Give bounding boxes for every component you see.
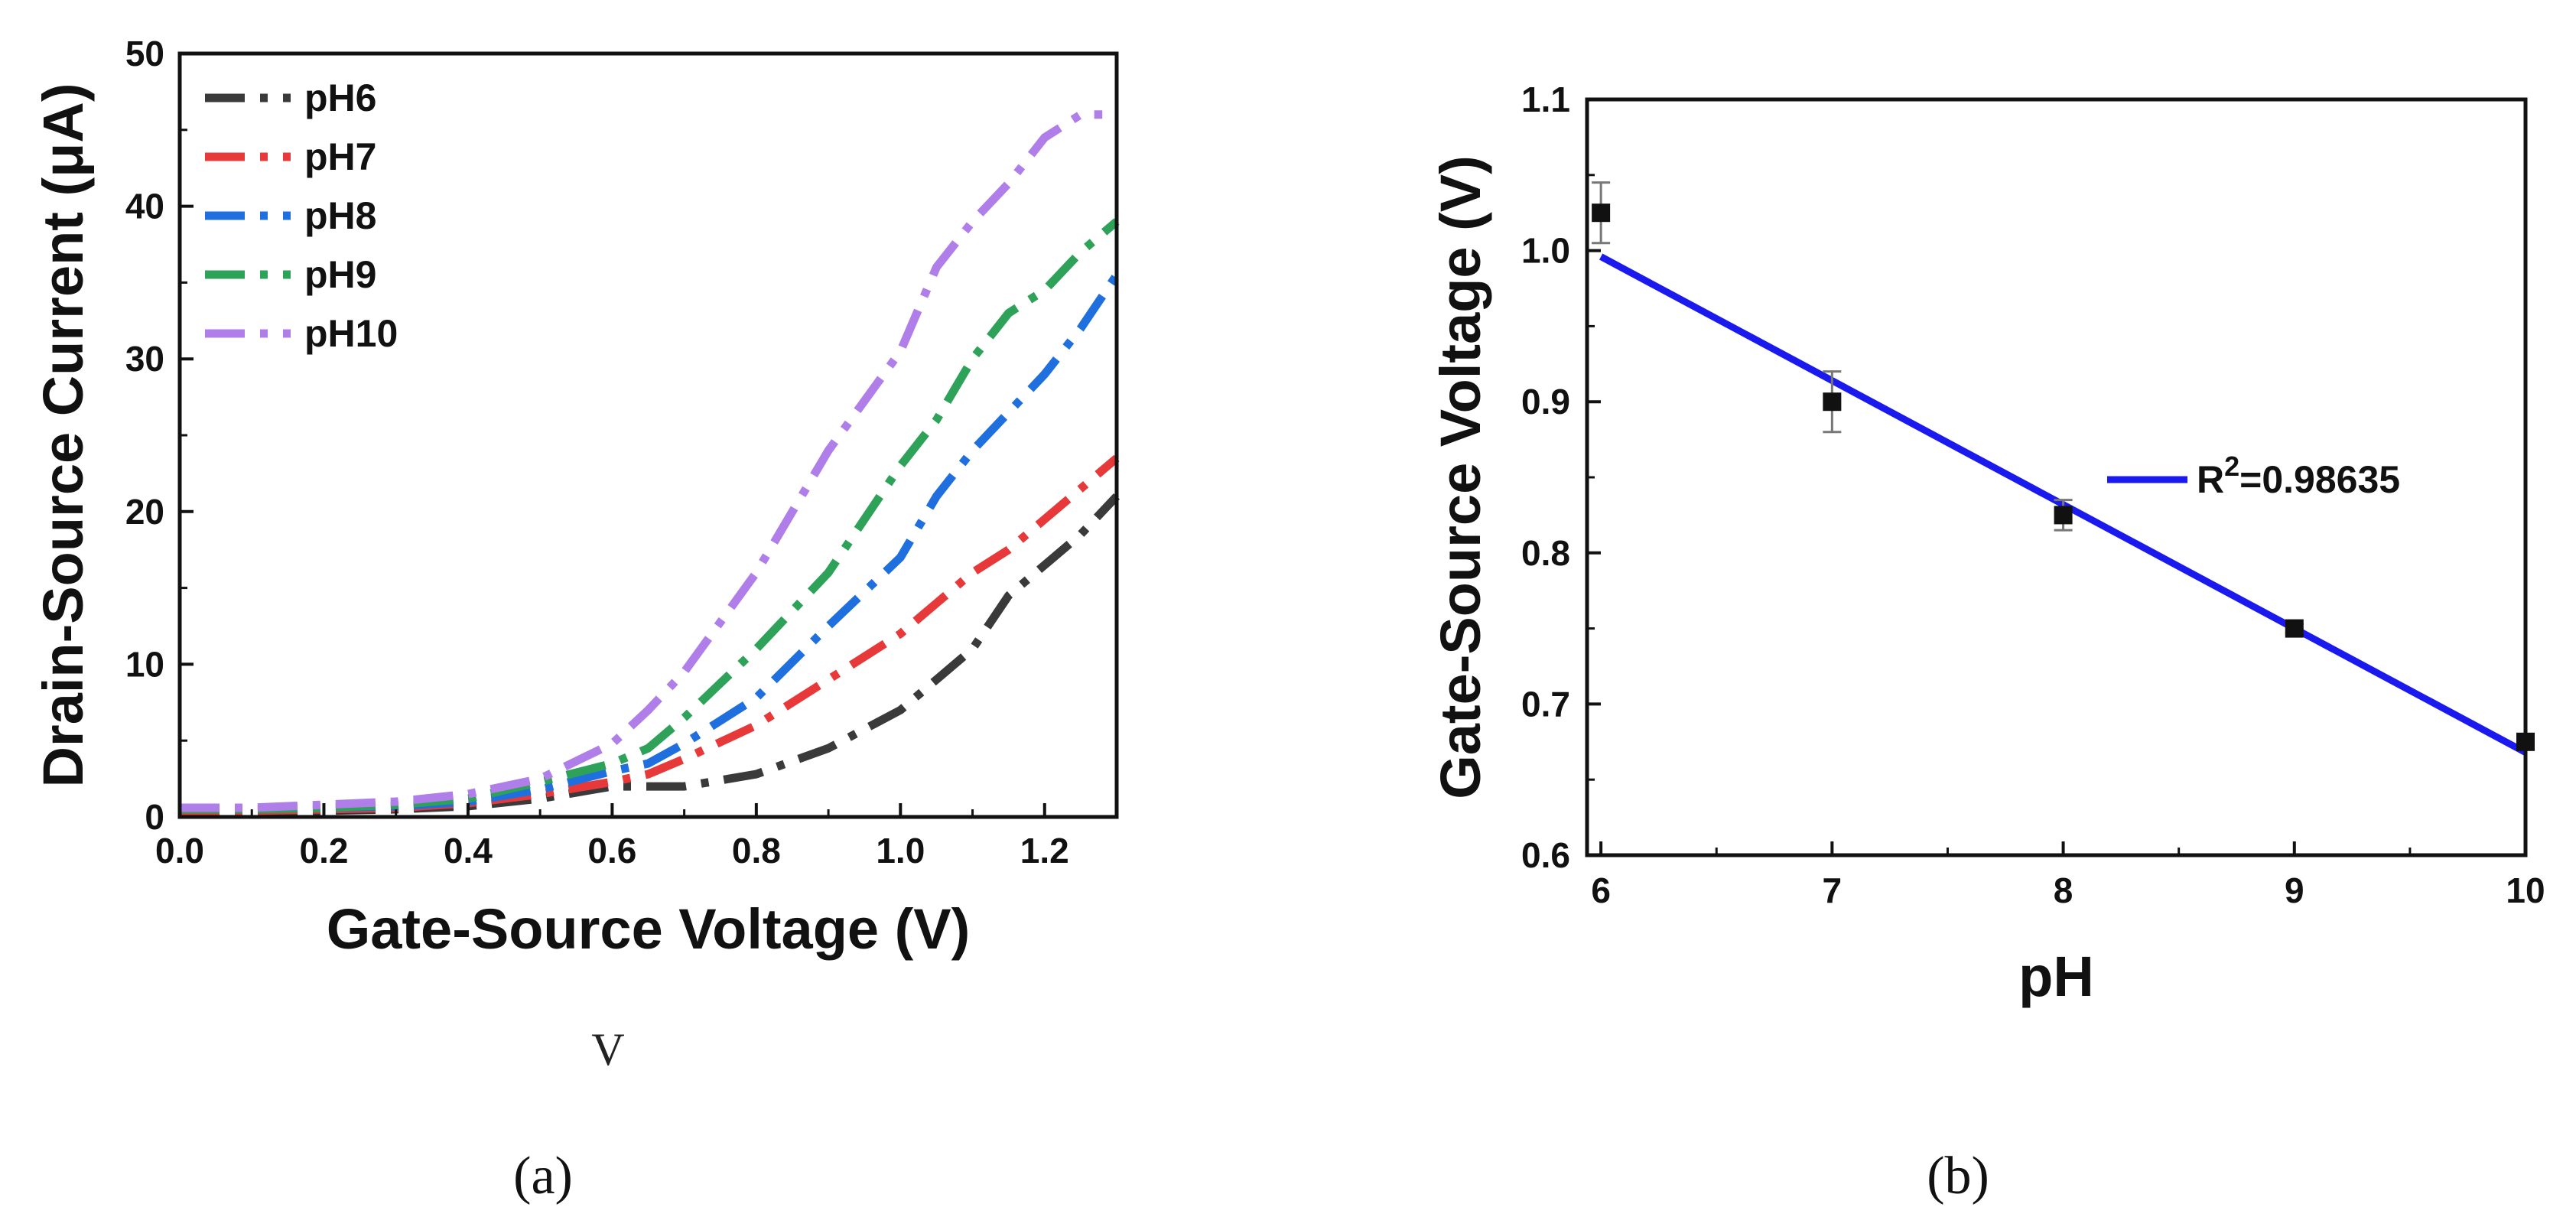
y-tick-label: 0.8 xyxy=(1521,533,1570,573)
x-tick-label: 8 xyxy=(2054,870,2073,910)
stray-v-note: V xyxy=(591,1024,624,1075)
chart-a-legend: pH6 pH7 pH8 pH9 pH10 xyxy=(205,76,398,355)
x-tick-label: 0.2 xyxy=(299,831,348,870)
y-tick-label: 10 xyxy=(125,644,164,684)
chart-a-ticks: 0.0 0.2 0.4 0.6 0.8 1.0 1.2 0 10 20 30 40 50 xyxy=(125,34,1069,870)
legend-label-ph9: pH9 xyxy=(304,253,376,296)
chart-b-ticks: 6 7 8 9 10 0.6 0.7 0.8 0.9 1.0 1.1 xyxy=(1521,80,2545,910)
chart-b-x-axis-title: pH xyxy=(2018,945,2094,1008)
x-tick-label: 9 xyxy=(2285,870,2304,910)
legend-label-ph7: pH7 xyxy=(304,135,376,178)
chart-b: 6 7 8 9 10 0.6 0.7 0.8 0.9 1.0 1.1 pH Gate-Source … xyxy=(1429,80,2545,1206)
y-tick-label: 40 xyxy=(125,187,164,226)
x-tick-label: 7 xyxy=(1823,870,1843,910)
chart-a: 0.0 0.2 0.4 0.6 0.8 1.0 1.2 0 10 20 30 40 50 Gate-So… xyxy=(31,34,1120,1206)
data-point xyxy=(1823,392,1842,412)
series-line-ph7 xyxy=(180,454,1120,815)
chart-b-legend: R2=0.98635 xyxy=(2107,451,2400,501)
fit-r-value: =0.98635 xyxy=(2239,458,2400,501)
legend-label-ph10: pH10 xyxy=(304,312,398,355)
chart-a-y-axis-title: Drain-Source Current (μA) xyxy=(31,83,95,787)
y-tick-label: 50 xyxy=(125,34,164,73)
fit-r-label: R xyxy=(2197,458,2224,501)
y-tick-label: 0.7 xyxy=(1521,684,1570,724)
y-tick-label: 0.9 xyxy=(1521,382,1570,421)
series-line-ph9 xyxy=(180,218,1120,814)
x-tick-label: 10 xyxy=(2506,870,2545,910)
x-tick-label: 6 xyxy=(1591,870,1611,910)
series-line-ph8 xyxy=(180,272,1120,814)
series-line-ph10 xyxy=(180,110,1103,812)
y-tick-label: 30 xyxy=(125,339,164,379)
x-tick-label: 0.8 xyxy=(732,831,781,870)
data-point xyxy=(1592,203,1611,223)
legend-label-ph8: pH8 xyxy=(304,194,376,237)
fit-r-squared-label: R2=0.98635 xyxy=(2197,451,2400,501)
chart-b-y-axis-title: Gate-Source Voltage (V) xyxy=(1429,155,1492,799)
y-tick-label: 0 xyxy=(145,797,164,837)
y-tick-label: 1.0 xyxy=(1521,231,1570,271)
x-tick-label: 0.4 xyxy=(444,831,493,870)
y-tick-label: 20 xyxy=(125,492,164,532)
panel-label-a: (a) xyxy=(513,1147,573,1206)
x-tick-label: 1.2 xyxy=(1020,831,1069,870)
data-point xyxy=(2285,619,2304,638)
chart-a-x-axis-title: Gate-Source Voltage (V) xyxy=(327,897,971,961)
chart-a-series-group xyxy=(180,110,1120,817)
panel-label-b: (b) xyxy=(1927,1147,1989,1206)
legend-label-ph6: pH6 xyxy=(304,76,376,119)
data-point xyxy=(2054,506,2073,525)
x-tick-label: 1.0 xyxy=(876,831,925,870)
y-tick-label: 1.1 xyxy=(1521,80,1570,119)
y-tick-label: 0.6 xyxy=(1521,835,1570,875)
fit-r-superscript: 2 xyxy=(2224,451,2239,482)
x-tick-label: 0.6 xyxy=(587,831,636,870)
x-tick-label: 0.0 xyxy=(155,831,204,870)
